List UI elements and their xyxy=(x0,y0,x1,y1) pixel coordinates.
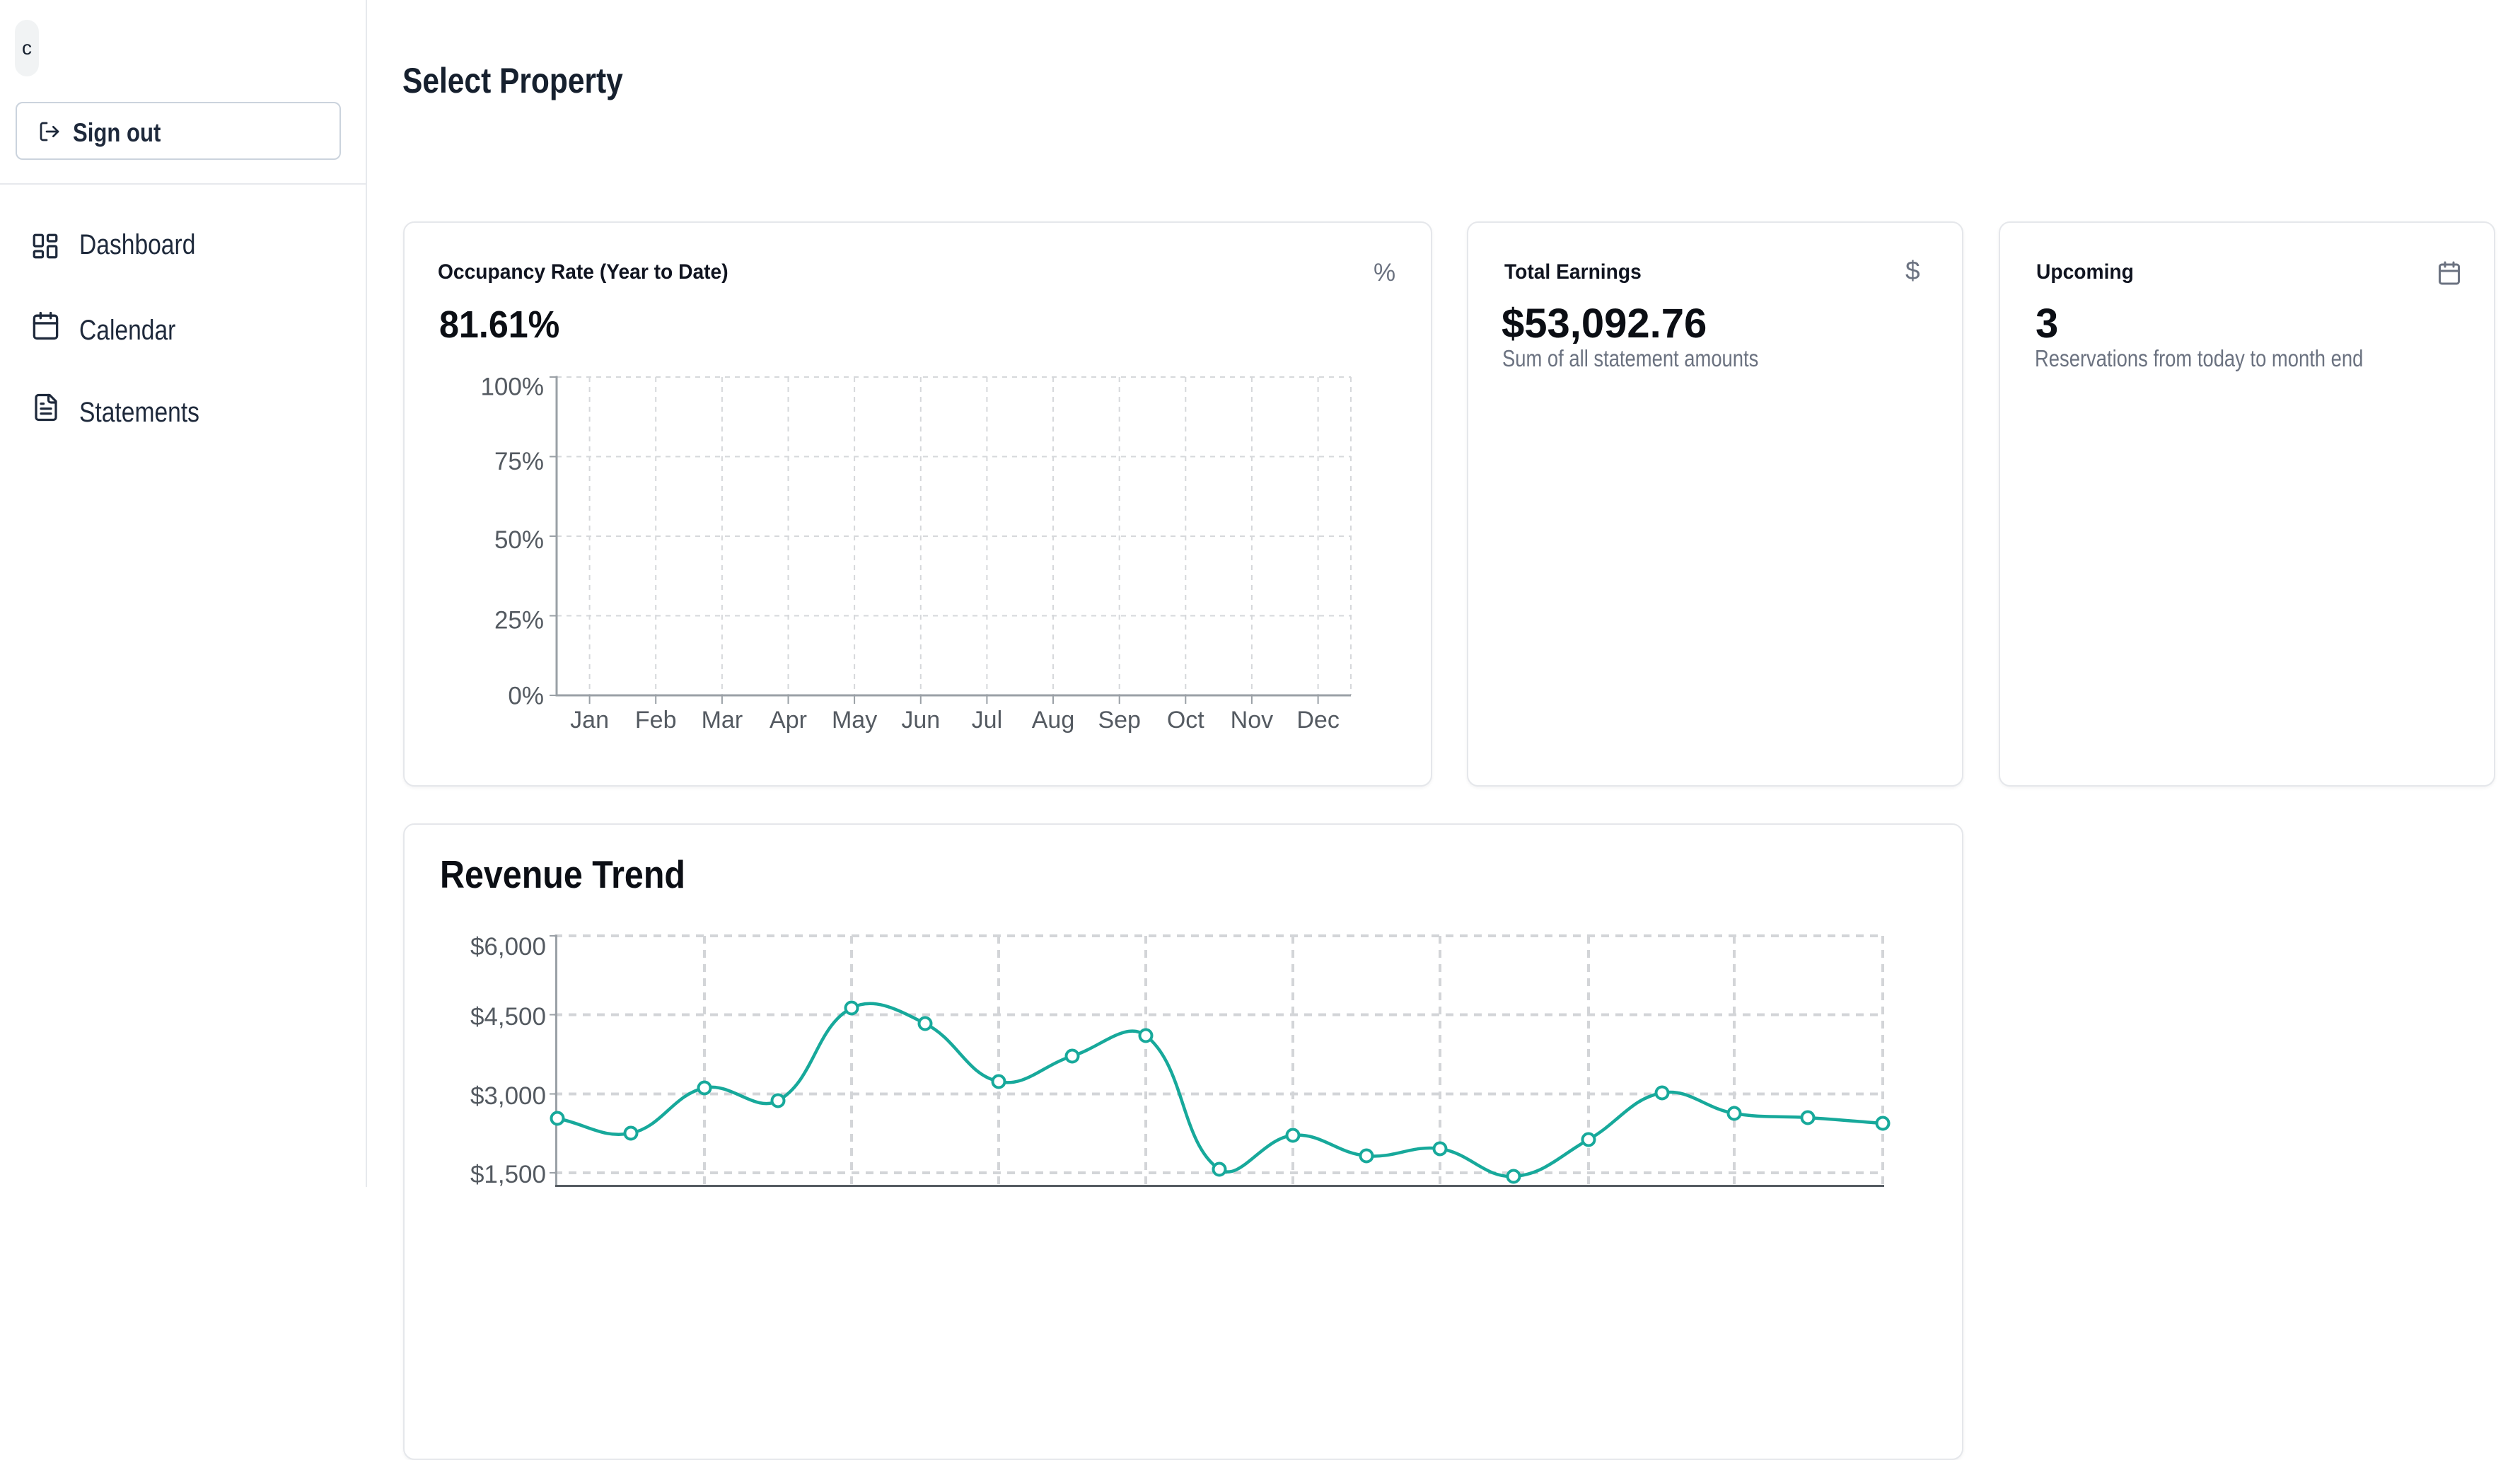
svg-text:0%: 0% xyxy=(508,683,544,710)
svg-text:Feb: Feb xyxy=(635,707,677,734)
svg-text:Jan: Jan xyxy=(570,707,609,734)
svg-text:Aug: Aug xyxy=(1032,707,1075,734)
svg-text:Sep: Sep xyxy=(1098,707,1141,734)
svg-text:Apr: Apr xyxy=(770,707,807,734)
svg-text:Dec: Dec xyxy=(1296,707,1339,734)
svg-text:Jul: Jul xyxy=(972,707,1002,734)
svg-text:100%: 100% xyxy=(480,373,544,401)
svg-text:75%: 75% xyxy=(494,448,544,475)
svg-text:$1,500: $1,500 xyxy=(470,1161,546,1187)
svg-text:Mar: Mar xyxy=(702,707,743,734)
svg-text:Nov: Nov xyxy=(1231,707,1273,734)
svg-text:50%: 50% xyxy=(494,526,544,554)
svg-text:$6,000: $6,000 xyxy=(470,933,546,961)
svg-text:Oct: Oct xyxy=(1167,707,1204,734)
svg-text:May: May xyxy=(832,707,877,734)
svg-text:$3,000: $3,000 xyxy=(470,1082,546,1110)
svg-text:$4,500: $4,500 xyxy=(470,1003,546,1031)
svg-text:Jun: Jun xyxy=(901,707,940,734)
svg-text:25%: 25% xyxy=(494,607,544,635)
